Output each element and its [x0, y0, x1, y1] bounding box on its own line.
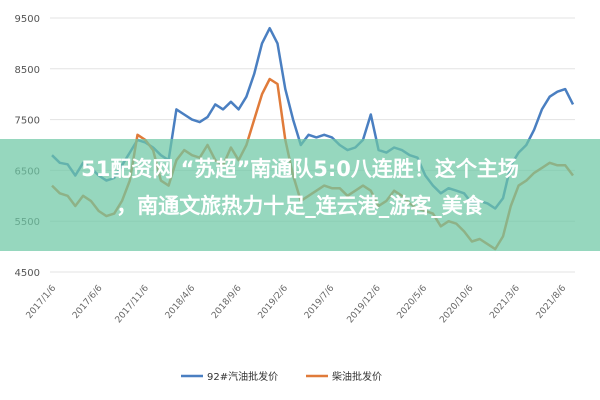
x-tick-label: 2019/12/6 — [346, 283, 383, 325]
headline-line-2: ，南通文旅热力十足_连云港_游客_美食 — [116, 194, 484, 218]
x-tick-label: 2019/7/6 — [303, 283, 337, 321]
x-tick-label: 2018/4/6 — [164, 283, 198, 321]
y-tick-label: 8500 — [15, 65, 40, 76]
x-tick-label: 2018/9/6 — [210, 283, 244, 321]
x-tick-label: 2017/11/6 — [114, 283, 151, 325]
y-tick-label: 4500 — [15, 268, 40, 279]
headline-text: 51配资网 “苏超”南通队5:0八连胜！这个主场 ，南通文旅热力十足_连云港_游… — [12, 151, 588, 225]
headline-line-1: 51配资网 “苏超”南通队5:0八连胜！这个主场 — [81, 157, 519, 181]
legend-label-diesel: 柴油批发价 — [332, 370, 382, 383]
x-tick-label: 2020/10/6 — [438, 283, 475, 325]
y-tick-label: 7500 — [15, 116, 40, 127]
y-tick-label: 9500 — [15, 14, 40, 25]
x-tick-label: 2021/3/6 — [488, 283, 522, 321]
x-tick-label: 2019/2/6 — [256, 283, 290, 321]
x-tick-label: 2017/6/6 — [71, 283, 105, 321]
legend-label-92-gasoline: 92#汽油批发价 — [207, 370, 278, 383]
x-tick-label: 2021/8/6 — [535, 283, 569, 321]
legend: 92#汽油批发价 柴油批发价 — [181, 370, 382, 383]
x-tick-label: 2020/5/6 — [396, 283, 430, 321]
x-tick-label: 2017/1/6 — [25, 283, 59, 321]
headline-overlay: 51配资网 “苏超”南通队5:0八连胜！这个主场 ，南通文旅热力十足_连云港_游… — [0, 139, 600, 251]
x-axis-ticks: 2017/1/6 2017/6/6 2017/11/6 2018/4/6 2018/9/… — [25, 283, 569, 325]
